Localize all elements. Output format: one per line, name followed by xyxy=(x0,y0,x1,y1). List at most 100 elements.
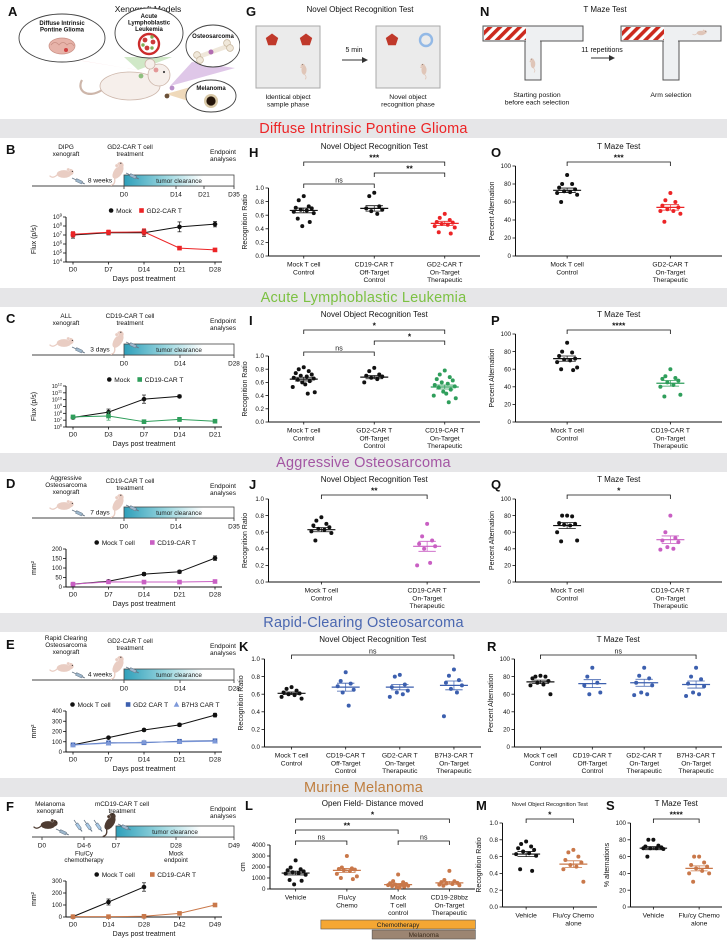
svg-text:Recognition Ratio: Recognition Ratio xyxy=(242,194,249,249)
svg-text:D14: D14 xyxy=(174,432,186,439)
svg-text:D28: D28 xyxy=(209,592,221,599)
svg-text:*: * xyxy=(373,321,377,331)
mouse-icon xyxy=(49,661,74,672)
svg-text:D7: D7 xyxy=(112,843,121,850)
svg-text:ns: ns xyxy=(335,178,343,185)
svg-text:Recognition Ratio: Recognition Ratio xyxy=(238,675,245,730)
svg-text:80: 80 xyxy=(503,674,510,681)
svg-text:50: 50 xyxy=(55,576,62,582)
svg-text:CD19-CAR T: CD19-CAR T xyxy=(145,377,184,384)
panel-letter-b: B xyxy=(6,142,16,157)
svg-text:D7: D7 xyxy=(104,592,113,599)
svg-text:Osteosarcoma: Osteosarcoma xyxy=(192,34,234,40)
mouse-icon xyxy=(110,655,124,681)
svg-text:D21: D21 xyxy=(174,267,186,274)
svg-text:D0: D0 xyxy=(120,361,129,368)
svg-text:0.4: 0.4 xyxy=(489,871,498,878)
svg-text:D7: D7 xyxy=(104,267,113,274)
data-points xyxy=(290,365,317,396)
svg-text:tumor clearance: tumor clearance xyxy=(156,178,202,185)
svg-text:Flux (p/s): Flux (p/s) xyxy=(31,392,38,421)
svg-text:0.4: 0.4 xyxy=(255,393,264,400)
nort-chart-all: Novel Object Recognition Test 0.0 0.2 0.4 0.… xyxy=(240,308,485,452)
svg-text:40: 40 xyxy=(503,709,510,716)
svg-text:107: 107 xyxy=(54,416,62,424)
dotplot-svg: Novel Object Recognition Test 0.0 0.2 0.4 0.… xyxy=(242,310,480,451)
svg-text:20: 20 xyxy=(504,563,511,570)
section-header-rapid-clearing-osteosarcoma: Rapid-Clearing Osteosarcoma xyxy=(0,613,727,632)
svg-text:D14: D14 xyxy=(170,524,182,531)
dotplot-svg: Novel Object Recognition Test 0.0 0.2 0.4 0.… xyxy=(242,142,480,284)
svg-text:D14: D14 xyxy=(103,922,115,929)
panel-n-tmaze-schematic: T Maze Test 11 repetitions Starting postio… xyxy=(475,0,727,118)
svg-text:B7H3 CAR T: B7H3 CAR T xyxy=(182,702,220,709)
timeline-svg: tumor clearance D0 D14 D28 3 days Endpoint ana… xyxy=(32,313,240,368)
svg-text:0.6: 0.6 xyxy=(255,380,264,387)
data-points xyxy=(632,665,655,698)
panel-letter-a: A xyxy=(8,4,18,19)
svg-text:D14: D14 xyxy=(138,757,150,764)
mouse-icon xyxy=(420,63,427,80)
svg-text:Mock T cell: Mock T cell xyxy=(78,702,112,709)
svg-text:*: * xyxy=(548,810,552,820)
dotplot-svg: Open Field- Distance moved 0 1000 2000 3000 4… xyxy=(240,799,476,940)
svg-text:0: 0 xyxy=(508,253,512,260)
svg-text:200: 200 xyxy=(52,730,63,736)
panel-letter-h: H xyxy=(249,145,259,160)
svg-text:3000: 3000 xyxy=(252,853,266,860)
tumor-chart-rapid-osteo: 0 100 200 300 400 mm² D0 D7 D14 D21 D28 Days post t… xyxy=(26,698,230,776)
panel-letter-k: K xyxy=(239,639,249,654)
panel-a-xenograft-models: Xenograft ModelsDiffuse IntrinsicPontine… xyxy=(0,0,240,118)
mouse-icon xyxy=(49,336,74,347)
svg-text:cm: cm xyxy=(240,862,247,872)
svg-text:Percent Alternation: Percent Alternation xyxy=(488,673,495,732)
svg-text:Novel Object Recognition Test: Novel Object Recognition Test xyxy=(319,635,427,644)
svg-text:8 weeks: 8 weeks xyxy=(88,178,113,185)
svg-text:200: 200 xyxy=(52,547,63,553)
svg-text:80: 80 xyxy=(504,349,511,356)
dotplot-svg: T Maze Test 0 20 40 60 80 100 Percent Alternati… xyxy=(489,310,722,450)
svg-text:40: 40 xyxy=(619,871,626,878)
syringe-icon xyxy=(117,823,131,831)
svg-text:0.0: 0.0 xyxy=(255,253,264,260)
svg-text:Arm selection: Arm selection xyxy=(650,92,691,99)
svg-text:ns: ns xyxy=(420,835,428,842)
tmaze-chart-all: T Maze Test 0 20 40 60 80 100 Percent Alternati… xyxy=(487,308,727,452)
svg-text:D49: D49 xyxy=(209,922,221,929)
data-points xyxy=(364,190,385,216)
syringe-icon xyxy=(125,341,139,349)
svg-text:0: 0 xyxy=(59,585,63,591)
tmaze-schematic-svg: T Maze Test 11 repetitions Starting postio… xyxy=(482,5,722,106)
svg-text:0: 0 xyxy=(623,904,627,911)
svg-text:D0: D0 xyxy=(120,524,129,531)
svg-text:0.4: 0.4 xyxy=(255,546,264,553)
data-points xyxy=(582,665,603,697)
nort-chart-aggressive-osteo: Novel Object Recognition Test 0.0 0.2 0.4 0.… xyxy=(240,473,485,612)
syringe-icon xyxy=(55,828,69,836)
dotplot-svg: Novel Object Recognition Test 0.0 0.2 0.4 0.… xyxy=(242,475,480,611)
svg-text:D7: D7 xyxy=(140,432,149,439)
svg-text:****: **** xyxy=(670,810,684,820)
svg-text:0.6: 0.6 xyxy=(255,212,264,219)
data-points xyxy=(441,667,464,719)
svg-text:20: 20 xyxy=(504,235,511,242)
arrow-icon xyxy=(362,57,368,63)
timeline-dipg: tumor clearance D0 D14 D21 D35 8 weeks Endpoin… xyxy=(12,140,240,202)
svg-text:0.8: 0.8 xyxy=(255,199,264,206)
svg-text:1011: 1011 xyxy=(52,388,62,396)
timeline-svg: tumor clearance D0 D14 D35 7 days Endpoint ana… xyxy=(32,475,240,531)
panel-letter-g: G xyxy=(246,4,257,19)
